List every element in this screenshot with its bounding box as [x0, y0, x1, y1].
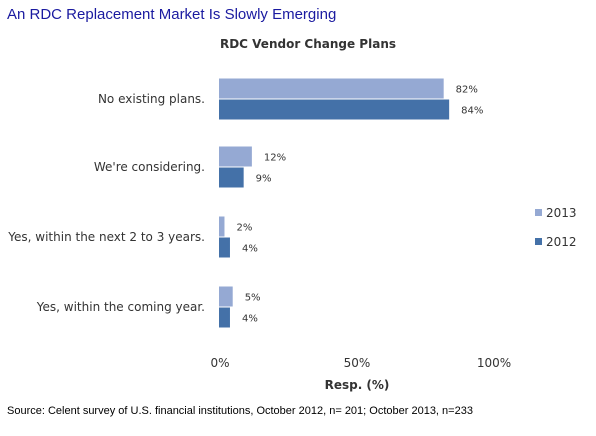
- bar-2013-4: [219, 286, 233, 307]
- data-label: 84%: [461, 106, 483, 117]
- x-tick-label: 0%: [210, 356, 229, 370]
- bar-2012-1: [219, 99, 450, 120]
- category-label: We're considering.: [94, 160, 205, 174]
- category-label: Yes, within the coming year.: [36, 300, 205, 314]
- bar-2013-1: [219, 78, 444, 99]
- legend-swatch-2013: [535, 209, 542, 216]
- data-label: 2%: [236, 223, 252, 234]
- data-label: 12%: [264, 153, 286, 164]
- x-tick-label: 100%: [477, 356, 511, 370]
- bar-2012-4: [219, 307, 230, 328]
- source-footnote: Source: Celent survey of U.S. financial …: [7, 405, 473, 417]
- bar-2013-2: [219, 146, 252, 167]
- x-tick-label: 50%: [344, 356, 371, 370]
- bar-2012-3: [219, 237, 230, 258]
- x-axis-title: Resp. (%): [325, 378, 390, 392]
- data-label: 4%: [242, 314, 258, 325]
- page-headline: An RDC Replacement Market Is Slowly Emer…: [7, 6, 337, 23]
- data-label: 82%: [456, 85, 478, 96]
- data-label: 4%: [242, 244, 258, 255]
- legend-swatch-2012: [535, 238, 542, 245]
- chart-title: RDC Vendor Change Plans: [219, 37, 396, 51]
- bar-2012-2: [219, 167, 244, 188]
- category-label: Yes, within the next 2 to 3 years.: [7, 230, 205, 244]
- data-label: 9%: [256, 174, 272, 185]
- category-label: No existing plans.: [98, 92, 205, 106]
- legend-label: 2013: [546, 206, 577, 220]
- legend-label: 2012: [546, 235, 577, 249]
- data-label: 5%: [245, 293, 261, 304]
- bar-2013-3: [219, 216, 225, 237]
